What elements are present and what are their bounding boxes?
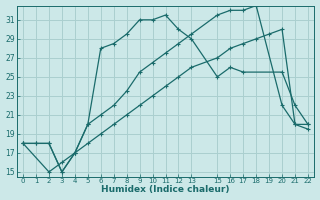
X-axis label: Humidex (Indice chaleur): Humidex (Indice chaleur) (101, 185, 230, 194)
